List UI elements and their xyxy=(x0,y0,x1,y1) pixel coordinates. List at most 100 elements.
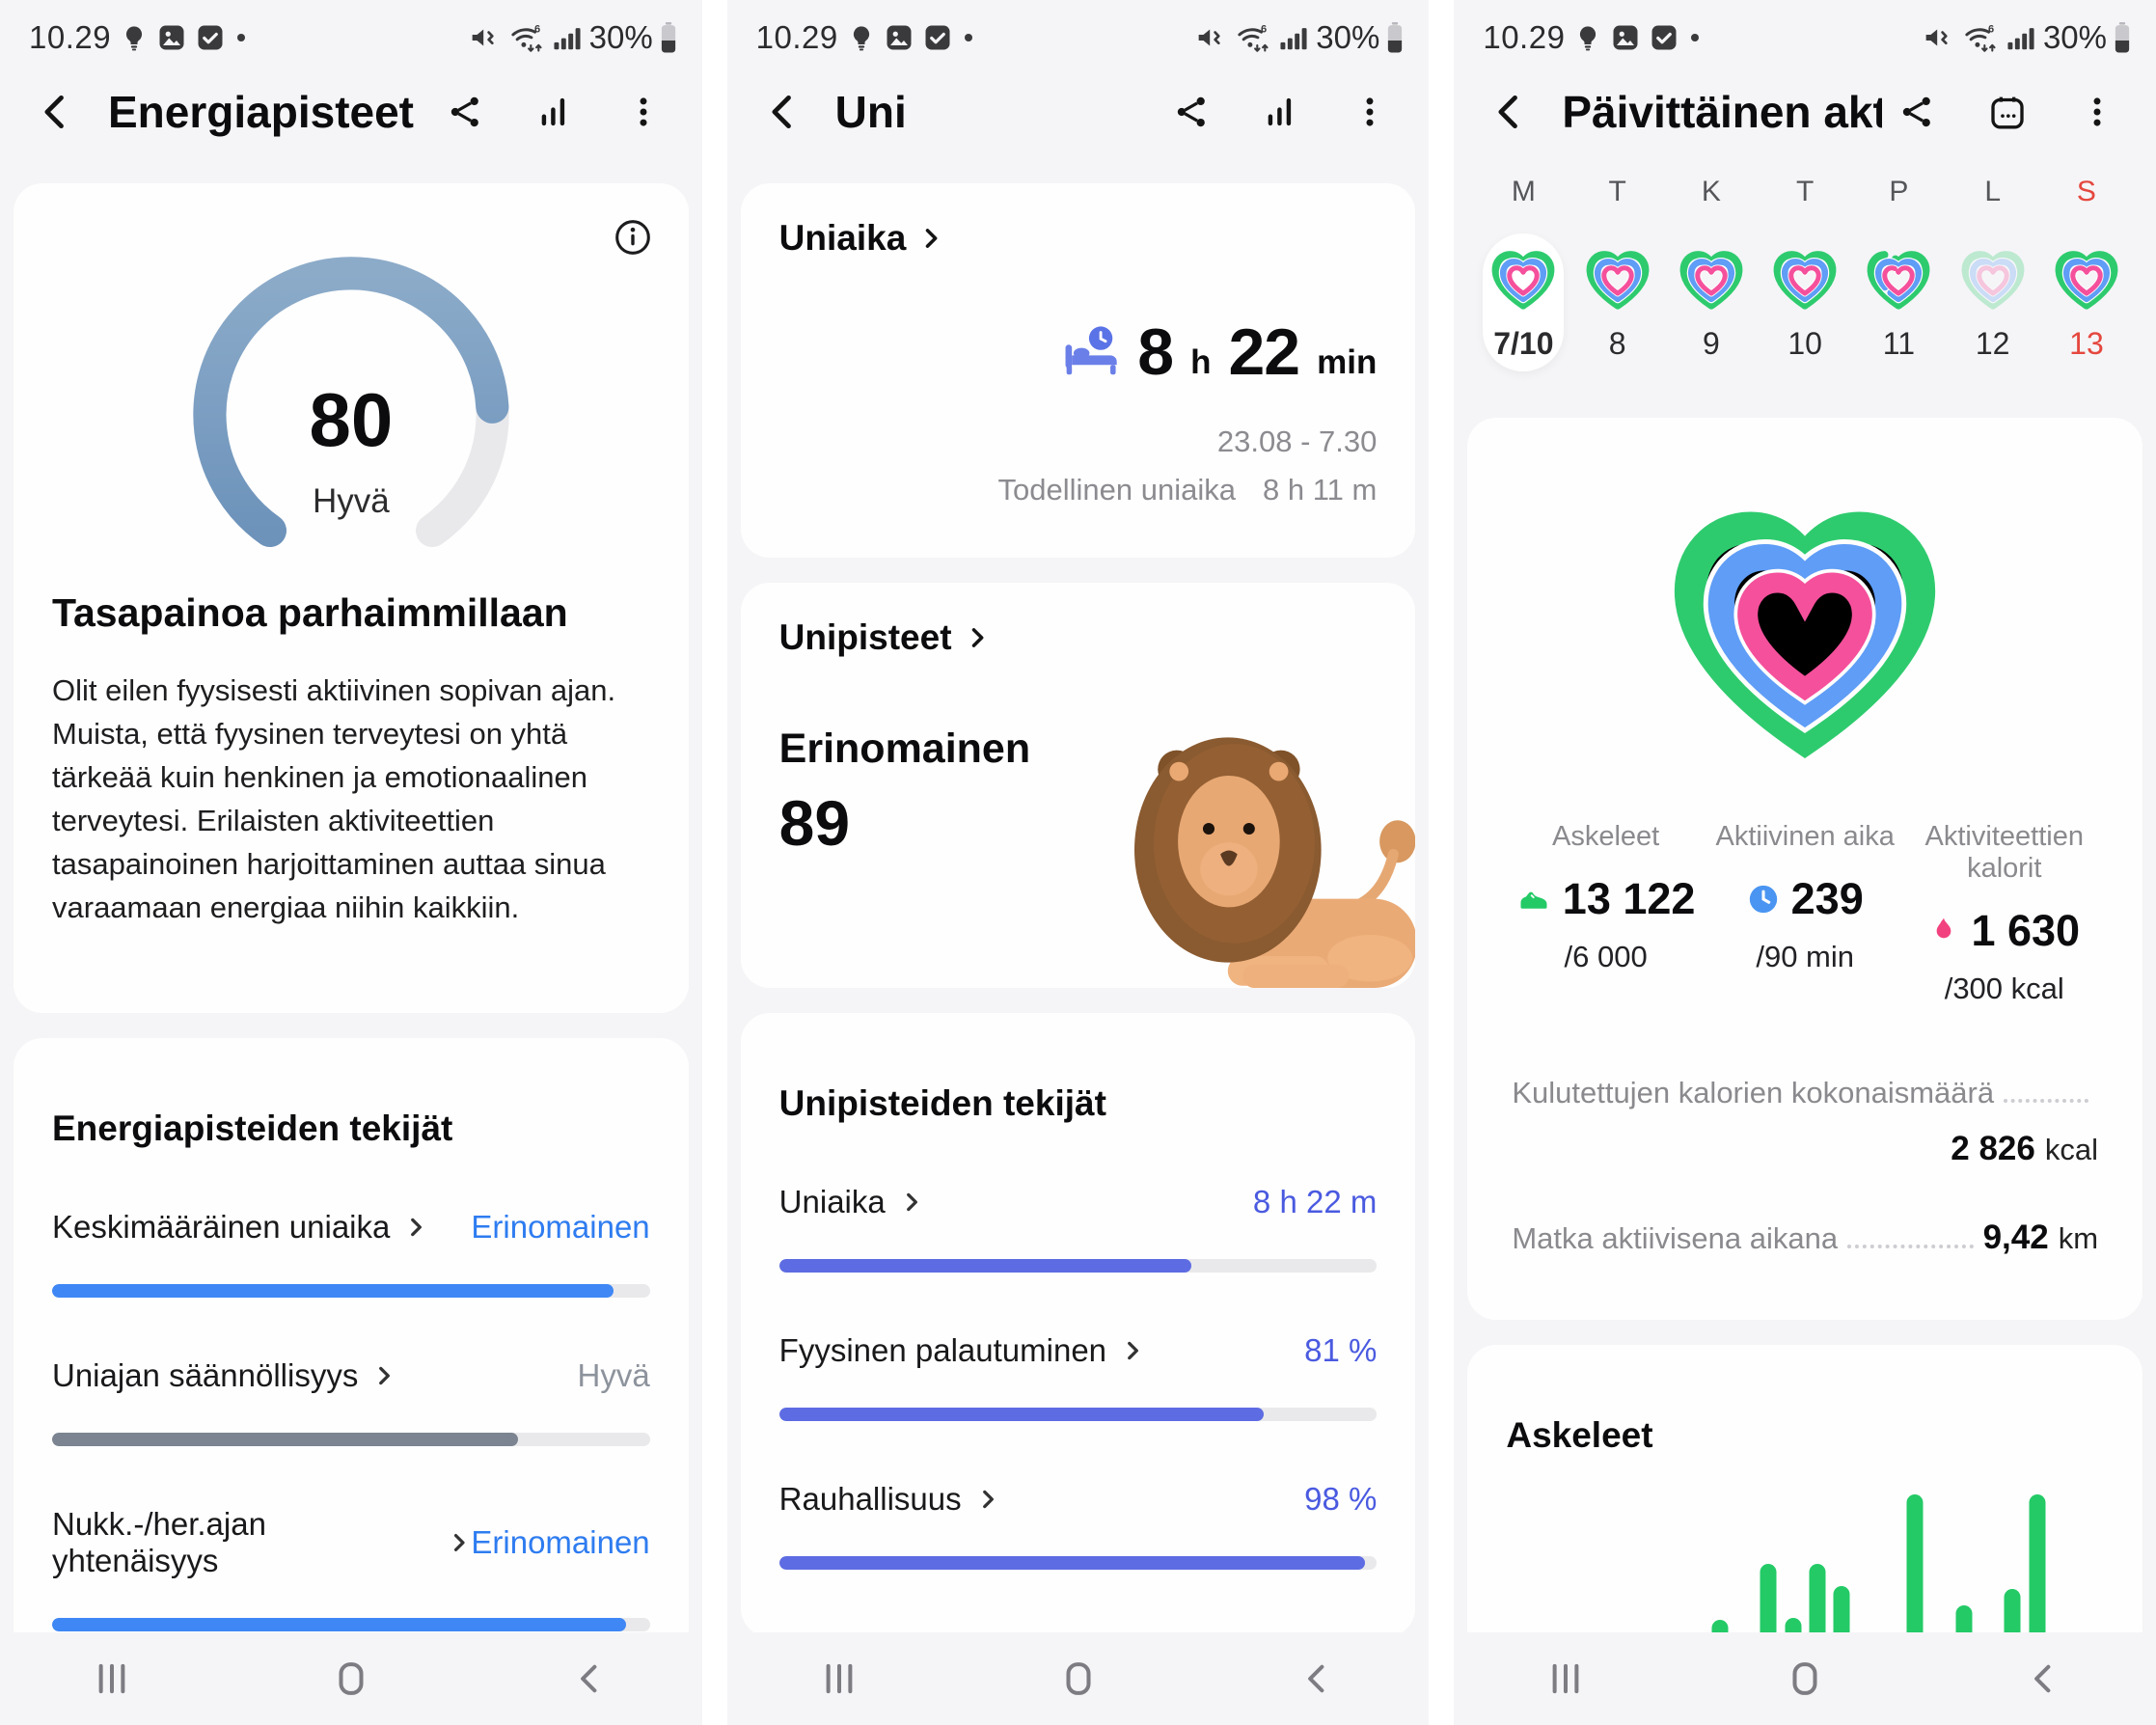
more-menu-button[interactable] xyxy=(617,86,669,138)
sleep-score-rating: Erinomainen xyxy=(778,726,1031,772)
factor-value: 8 h 22 m xyxy=(1252,1184,1378,1219)
chevron-right-icon xyxy=(906,1192,917,1212)
sleep-score-link[interactable]: Unipisteet xyxy=(779,617,1378,658)
more-menu-button[interactable] xyxy=(1344,86,1396,138)
factor-label: Uniajan säännöllisyys xyxy=(52,1356,359,1393)
stat-label: Aktiivinen aika xyxy=(1715,821,1895,852)
page-title: Uni xyxy=(834,87,907,137)
home-button[interactable] xyxy=(1775,1649,1835,1709)
factor-row-restfulness[interactable]: Rauhallisuus 98 % xyxy=(779,1481,1378,1518)
sleep-time-card: Uniaika 8 xyxy=(740,183,1416,558)
factor-row-sleep-wake-consistency[interactable]: Nukk.-/her.ajan yhtenäisyys Erinomainen xyxy=(52,1506,650,1579)
wifi6-icon: 6 xyxy=(510,23,542,52)
signal-strength-icon xyxy=(2007,28,2034,50)
chart-view-button[interactable] xyxy=(1255,86,1307,138)
battery-percent-label: 30% xyxy=(588,19,653,55)
week-day[interactable]: L 12 xyxy=(1949,176,2037,371)
dotted-leader xyxy=(2004,1099,2089,1103)
activity-heart-rings-icon xyxy=(1679,251,1743,310)
sleep-range: 23.08 - 7.30 xyxy=(1216,424,1378,458)
factor-label: Nukk.-/her.ajan yhtenäisyys xyxy=(52,1505,266,1578)
gauge-fill xyxy=(193,257,509,548)
insight-body: Olit eilen fyysisesti aktiivinen sopivan… xyxy=(52,672,616,924)
home-button[interactable] xyxy=(1049,1649,1108,1709)
home-icon xyxy=(1792,1662,1817,1695)
recents-icon xyxy=(826,1663,852,1694)
total-label: Kulutettujen kalorien kokonaismäärä xyxy=(1512,1076,1995,1109)
factor-progressbar xyxy=(52,1432,650,1446)
week-day[interactable]: M 7/10 xyxy=(1479,176,1568,371)
activity-heart-rings-icon xyxy=(1961,251,2025,310)
back-nav-button[interactable] xyxy=(1288,1649,1348,1709)
recents-button[interactable] xyxy=(809,1649,869,1709)
home-icon xyxy=(339,1662,364,1695)
recents-button[interactable] xyxy=(1536,1649,1596,1709)
back-button[interactable] xyxy=(27,83,85,141)
signal-strength-icon xyxy=(554,28,581,50)
week-day[interactable]: S 13 xyxy=(2042,176,2131,371)
back-nav-icon xyxy=(2034,1664,2051,1693)
activity-heart-rings-icon xyxy=(1773,251,1837,310)
factor-row-physical-recovery[interactable]: Fyysinen palautuminen 81 % xyxy=(779,1332,1378,1369)
info-icon xyxy=(614,220,650,255)
status-bar: 10.29 6 30% xyxy=(727,0,1430,62)
more-menu-button[interactable] xyxy=(2071,86,2123,138)
chevron-right-icon xyxy=(453,1533,465,1551)
day-letter: S xyxy=(2076,176,2096,207)
week-day[interactable]: K 9 xyxy=(1667,176,1756,371)
info-button[interactable] xyxy=(608,212,658,265)
back-chevron-icon xyxy=(44,95,64,129)
stat-value: 1 630 xyxy=(1971,906,2081,955)
calendar-button[interactable] xyxy=(1980,85,2034,139)
chevron-right-icon xyxy=(982,1490,994,1509)
back-button[interactable] xyxy=(754,83,812,141)
recents-button[interactable] xyxy=(82,1649,142,1709)
back-button[interactable] xyxy=(1481,83,1539,141)
back-nav-button[interactable] xyxy=(2014,1649,2074,1709)
chevron-right-icon xyxy=(379,1366,391,1385)
flame-icon xyxy=(1937,917,1951,939)
chart-view-button[interactable] xyxy=(529,86,581,138)
energy-content: 80 Hyvä Tasapainoa parhaimmillaan Olit e… xyxy=(0,162,702,1725)
week-day[interactable]: T 8 xyxy=(1573,176,1662,371)
factor-value: Erinomainen xyxy=(471,1523,650,1560)
factor-row-average-sleep[interactable]: Keskimääräinen uniaika Erinomainen xyxy=(52,1209,650,1246)
shoe-icon xyxy=(1520,891,1547,909)
week-day[interactable]: P 11 xyxy=(1854,176,1943,371)
day-date: 10 xyxy=(1788,326,1822,361)
total-calories-value-line: 2 826 kcal xyxy=(1512,1130,2098,1168)
share-button[interactable] xyxy=(1892,86,1944,138)
panel-sleep: 10.29 6 30% Uni xyxy=(726,0,1430,1725)
factor-label: Fyysinen palautuminen xyxy=(778,1332,1107,1368)
energy-score-card: 80 Hyvä Tasapainoa parhaimmillaan Olit e… xyxy=(14,183,689,1013)
screenshot-notification-icon xyxy=(887,25,912,50)
stat-activity-calories[interactable]: Aktiviteettien kalorit 1 630 /300 kcal xyxy=(1904,821,2104,1006)
home-button[interactable] xyxy=(321,1649,381,1709)
sleep-bed-clock-icon xyxy=(1065,326,1117,375)
activity-heart-rings-icon xyxy=(1586,251,1650,310)
back-nav-button[interactable] xyxy=(560,1649,620,1709)
android-navbar xyxy=(0,1632,702,1725)
week-day[interactable]: T 10 xyxy=(1760,176,1849,371)
bar-chart-icon xyxy=(541,97,564,126)
energy-header: Energiapisteet xyxy=(0,62,702,162)
factor-row-sleep-regularity[interactable]: Uniajan säännöllisyys Hyvä xyxy=(52,1357,650,1394)
actual-sleep-value: 8 h 11 m xyxy=(1263,473,1378,507)
factor-value: Erinomainen xyxy=(471,1208,650,1245)
share-button[interactable] xyxy=(1166,86,1218,138)
more-notifications-dot-icon xyxy=(237,34,246,41)
sleep-time-link[interactable]: Uniaika xyxy=(779,218,1378,259)
stat-steps[interactable]: Askeleet 13 122 /6 000 xyxy=(1506,821,1706,1006)
share-button[interactable] xyxy=(440,86,492,138)
sleep-factors-card: Unipisteiden tekijät Uniaika 8 h 22 m Fy… xyxy=(740,1013,1416,1637)
factor-row-sleep-time[interactable]: Uniaika 8 h 22 m xyxy=(779,1184,1378,1220)
sleep-minutes-unit: min xyxy=(1317,343,1378,381)
steps-chart-title: Askeleet xyxy=(1506,1415,1653,1455)
factor-label: Rauhallisuus xyxy=(778,1481,962,1517)
stat-active-time[interactable]: Aktiivinen aika 239 /90 min xyxy=(1706,821,1905,1006)
sleep-score-card: Unipisteet Erinomainen 89 xyxy=(740,583,1416,988)
daily-activity-card: Askeleet 13 122 /6 000 Aktiivinen aika 2… xyxy=(1467,418,2143,1320)
kebab-menu-icon xyxy=(2093,97,2101,126)
day-date: 13 xyxy=(2069,326,2104,361)
